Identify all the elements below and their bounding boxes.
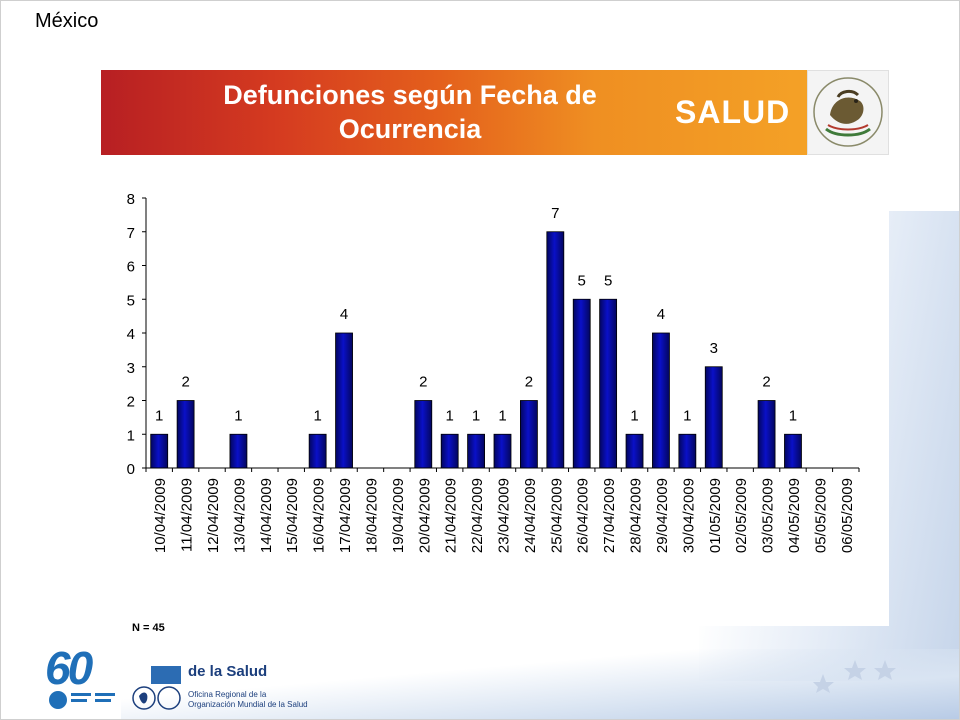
paho-name: de la Salud — [188, 663, 268, 680]
data-label: 5 — [604, 272, 612, 289]
x-tick-label: 26/04/2009 — [575, 478, 592, 553]
x-tick-label: 02/05/2009 — [733, 478, 750, 553]
x-tick-label: 05/05/2009 — [812, 478, 829, 553]
x-tick-label: 25/04/2009 — [548, 478, 565, 553]
x-tick-label: 14/04/2009 — [258, 478, 275, 553]
x-tick-label: 13/04/2009 — [231, 478, 248, 553]
x-tick-label: 03/05/2009 — [760, 478, 777, 553]
title-banner: Defunciones según Fecha de Ocurrencia SA… — [101, 70, 807, 155]
data-label: 3 — [710, 340, 718, 357]
data-label: 1 — [446, 407, 454, 424]
data-label: 1 — [789, 407, 797, 424]
sample-size-label: N = 45 — [132, 622, 165, 634]
data-label: 1 — [630, 407, 638, 424]
y-tick-label: 8 — [127, 191, 135, 208]
data-label: 2 — [525, 374, 533, 391]
x-tick-label: 23/04/2009 — [496, 478, 513, 553]
x-tick-label: 21/04/2009 — [443, 478, 460, 553]
bar — [335, 332, 353, 469]
banner-title: Defunciones según Fecha de Ocurrencia — [190, 78, 630, 146]
bar — [652, 332, 670, 469]
data-label: 1 — [472, 407, 480, 424]
bar — [599, 298, 618, 469]
x-tick-label: 24/04/2009 — [522, 478, 539, 553]
x-tick-label: 10/04/2009 — [152, 478, 169, 553]
bar — [625, 433, 644, 469]
y-tick-label: 7 — [127, 225, 135, 242]
paho-subtitle-line1: Oficina Regional de la — [188, 690, 267, 699]
x-tick-label: 29/04/2009 — [654, 478, 671, 553]
data-label: 2 — [181, 374, 189, 391]
x-tick-label: 16/04/2009 — [311, 478, 328, 553]
bar — [520, 400, 538, 469]
bar — [493, 433, 512, 469]
bar — [414, 400, 433, 469]
data-label: 1 — [155, 407, 163, 424]
x-tick-label: 17/04/2009 — [337, 478, 354, 553]
y-tick-label: 5 — [127, 292, 135, 309]
bar — [176, 400, 195, 469]
salud-brand: SALUD — [675, 94, 791, 130]
data-label: 1 — [498, 407, 506, 424]
x-tick-label: 04/05/2009 — [786, 478, 803, 553]
x-tick-label: 27/04/2009 — [601, 478, 618, 553]
anniversary-logo: 60 — [45, 642, 93, 694]
y-tick-label: 1 — [127, 427, 135, 444]
bar — [784, 433, 802, 469]
bar — [467, 433, 485, 469]
x-tick-label: 30/04/2009 — [680, 478, 697, 553]
x-tick-label: 12/04/2009 — [205, 478, 222, 553]
bar — [704, 366, 723, 469]
who-emblem-icon — [49, 691, 115, 709]
banner-title-line1: Defunciones según Fecha de — [223, 80, 597, 110]
bar — [308, 433, 327, 469]
eagle-seal-icon — [813, 77, 883, 147]
data-label: 7 — [551, 205, 559, 222]
bar — [757, 400, 776, 469]
data-label: 4 — [657, 306, 665, 323]
stars-decoration-icon — [813, 660, 896, 693]
chart-panel: 1 2 1 1 4 2 1 1 1 2 7 5 5 1 4 1 3 2 1 0 1 2 3 4 5 6 7 8 10/04/2009 1… — [101, 176, 889, 626]
x-tick-label: 28/04/2009 — [628, 478, 645, 553]
x-tick-label: 18/04/2009 — [363, 478, 380, 553]
y-tick-label: 4 — [127, 326, 135, 343]
bar — [678, 433, 697, 469]
x-tick-label: 19/04/2009 — [390, 478, 407, 553]
x-tick-label: 20/04/2009 — [416, 478, 433, 553]
data-label: 4 — [340, 306, 348, 323]
data-label: 2 — [762, 374, 770, 391]
y-tick-label: 3 — [127, 360, 135, 377]
bar-chart: 1 2 1 1 4 2 1 1 1 2 7 5 5 1 4 1 3 2 1 0 1 2 3 4 5 6 7 8 10/04/2009 1… — [127, 191, 860, 553]
paho-subtitle: Oficina Regional de la Organización Mund… — [188, 690, 308, 710]
x-tick-label: 15/04/2009 — [284, 478, 301, 553]
bar — [572, 298, 591, 469]
data-label: 1 — [683, 407, 691, 424]
slide-title: México — [35, 10, 99, 32]
bar — [229, 433, 248, 469]
x-tick-label: 11/04/2009 — [179, 478, 196, 552]
bar — [546, 231, 565, 469]
bar — [440, 433, 459, 469]
y-tick-label: 6 — [127, 259, 135, 276]
bar — [150, 433, 169, 469]
x-tick-label: 06/05/2009 — [839, 478, 856, 553]
x-tick-label: 01/05/2009 — [707, 478, 724, 553]
y-tick-label: 2 — [127, 394, 135, 411]
data-label: 2 — [419, 374, 427, 391]
data-label: 1 — [313, 407, 321, 424]
banner-title-line2: Ocurrencia — [338, 114, 482, 144]
data-label: 1 — [234, 407, 242, 424]
mexico-seal — [807, 70, 889, 155]
data-label: 5 — [578, 272, 586, 289]
y-tick-label: 0 — [127, 461, 135, 478]
x-tick-label: 22/04/2009 — [469, 478, 486, 553]
paho-subtitle-line2: Organización Mundial de la Salud — [188, 700, 308, 709]
paho-globe-icon — [132, 666, 181, 710]
